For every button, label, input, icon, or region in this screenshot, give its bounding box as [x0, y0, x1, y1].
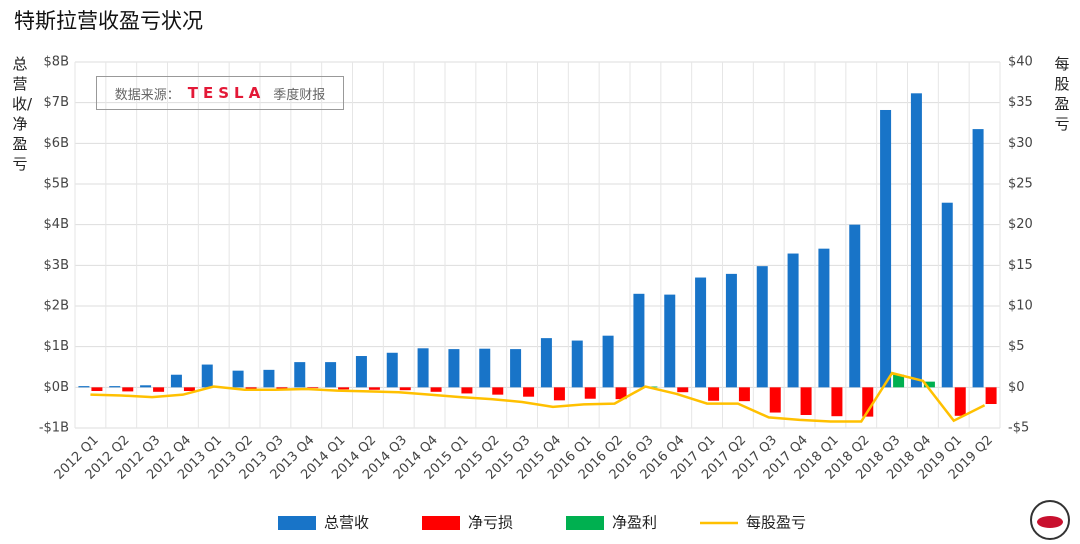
bar	[954, 387, 966, 416]
bar	[263, 369, 275, 388]
bar	[985, 387, 997, 405]
bar	[461, 387, 473, 394]
y-axis-label: 总营收/净盈亏	[12, 55, 33, 173]
bar	[355, 356, 367, 388]
y2-tick-label: $10	[1008, 299, 1033, 314]
y-tick-label: $7B	[44, 95, 69, 110]
bar	[695, 277, 707, 388]
y2-tick-label: $15	[1008, 258, 1033, 273]
y-tick-label: $0B	[44, 380, 69, 395]
y-tick-label: $2B	[44, 299, 69, 314]
bar	[479, 348, 491, 388]
bar	[602, 335, 614, 388]
bar	[633, 293, 645, 388]
bar	[800, 387, 812, 415]
bar	[399, 387, 411, 391]
legend-swatch	[278, 516, 316, 530]
bar	[818, 248, 830, 388]
y2-tick-label: $35	[1008, 95, 1033, 110]
y-tick-label: $1B	[44, 339, 69, 354]
bar	[417, 348, 429, 388]
bar	[368, 387, 380, 390]
bar	[584, 387, 596, 399]
bar	[91, 387, 103, 391]
bar	[849, 224, 861, 388]
bar	[232, 370, 244, 388]
bar	[553, 387, 565, 401]
bar	[831, 387, 843, 417]
bar	[523, 387, 535, 397]
y-tick-label: -$1B	[39, 421, 69, 436]
bar	[140, 385, 152, 388]
bar	[571, 340, 583, 388]
bar	[153, 387, 165, 392]
bar	[540, 338, 552, 388]
y-tick-label: $5B	[44, 177, 69, 192]
bar	[201, 364, 213, 388]
source-prefix: 数据来源：	[114, 87, 180, 103]
source-box: 数据来源： TESLA 季度财报	[96, 76, 344, 110]
bar	[910, 93, 922, 388]
bar	[245, 387, 257, 389]
y2-axis-label: 每股盈亏	[1054, 55, 1070, 133]
y2-tick-label: $40	[1008, 55, 1033, 70]
y2-tick-label: $20	[1008, 217, 1033, 232]
y2-tick-label: $5	[1008, 339, 1025, 354]
y2-tick-label: -$5	[1008, 421, 1029, 436]
y-tick-label: $6B	[44, 136, 69, 151]
bar	[972, 129, 984, 388]
bar	[386, 352, 398, 388]
y-tick-label: $3B	[44, 258, 69, 273]
bar	[769, 387, 781, 413]
bar	[338, 387, 350, 390]
y2-tick-label: $0	[1008, 380, 1025, 395]
bar	[923, 381, 935, 388]
bar	[170, 374, 182, 388]
bar	[448, 349, 460, 388]
bar	[430, 387, 442, 392]
bar	[893, 374, 905, 388]
bar	[294, 362, 306, 388]
legend-label: 净亏损	[468, 514, 513, 532]
source-suffix: 季度财报	[273, 87, 326, 103]
bar	[756, 266, 768, 388]
bar	[109, 386, 121, 388]
bar	[677, 387, 689, 393]
bar	[325, 362, 337, 388]
line	[90, 371, 986, 423]
bar	[738, 387, 750, 402]
source-brand: TESLA	[187, 84, 266, 102]
bar	[492, 387, 504, 395]
bar	[862, 387, 874, 417]
logo-car	[1037, 516, 1063, 528]
y2-tick-label: $30	[1008, 136, 1033, 151]
legend-label: 每股盈亏	[746, 514, 806, 532]
y2-tick-label: $25	[1008, 177, 1033, 192]
bar	[664, 294, 676, 388]
legend-label: 净盈利	[612, 514, 657, 532]
y-tick-label: $4B	[44, 217, 69, 232]
legend-label: 总营收	[324, 514, 369, 532]
bar	[941, 202, 953, 388]
bar	[510, 349, 522, 388]
bar	[615, 387, 627, 400]
bar	[787, 253, 799, 388]
bar	[725, 273, 737, 388]
chart-title: 特斯拉营收盈亏状况	[14, 9, 203, 33]
bar	[183, 387, 195, 391]
bar	[880, 109, 892, 388]
bar	[708, 387, 720, 401]
legend-swatch	[422, 516, 460, 530]
legend-swatch	[566, 516, 604, 530]
bar	[78, 386, 90, 388]
bar	[307, 387, 319, 389]
y-tick-label: $8B	[44, 55, 69, 70]
bar	[122, 387, 134, 392]
bar	[276, 387, 288, 389]
